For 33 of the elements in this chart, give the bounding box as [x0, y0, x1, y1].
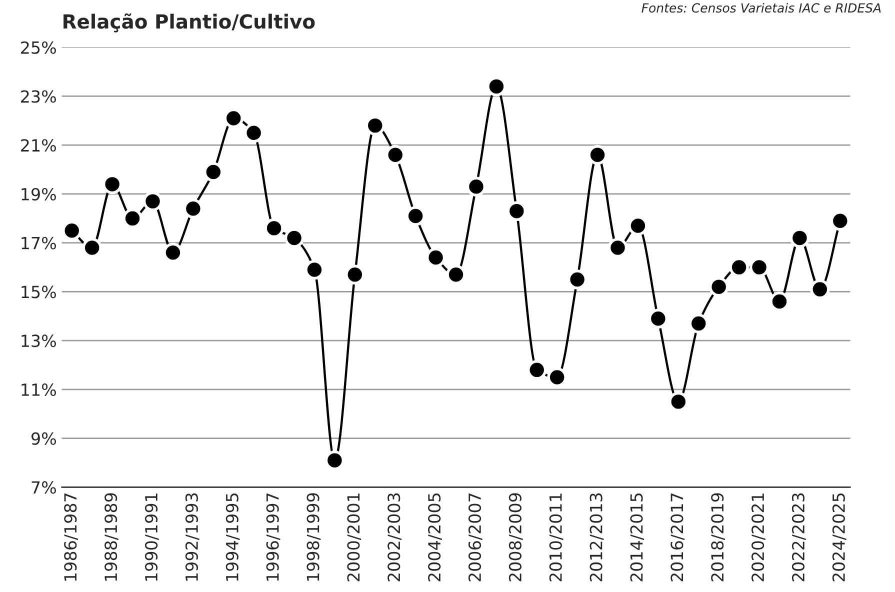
x-tick-label: 2020/2021	[752, 494, 766, 582]
x-tick-label: 2000/2001	[347, 494, 362, 582]
y-tick-label: 25%	[21, 41, 56, 54]
y-tick-label: 17%	[22, 236, 56, 250]
x-tick-label: 1988/1989	[104, 493, 118, 581]
x-tick-label: 1992/1993	[185, 493, 200, 581]
y-tick-label: 13%	[22, 334, 56, 348]
y-tick-label: 9%	[32, 432, 56, 445]
y-tick-label: 15%	[22, 286, 56, 298]
x-tick-label: 2018/2019	[711, 493, 725, 582]
x-tick-label: 2008/2009	[508, 493, 523, 582]
chart-title: Relação Plantio/Cultivo	[64, 13, 315, 32]
y-tick-label: 21%	[21, 139, 56, 152]
x-tick-label: 1990/1991	[144, 494, 159, 581]
y-tick-label: 19%	[22, 188, 56, 201]
y-tick-label: 7%	[32, 481, 56, 494]
x-tick-label: 1986/1987	[64, 494, 78, 581]
x-tick-label: 2002/2003	[388, 493, 402, 582]
x-tick-label: 1998/1999	[306, 493, 321, 581]
x-tick-label: 2014/2015	[630, 494, 644, 582]
x-tick-label: 2012/2013	[590, 493, 604, 582]
x-tick-label: 1996/1997	[266, 494, 280, 581]
x-tick-label: 1994/1995	[226, 494, 240, 581]
x-tick-label: 2024/2025	[832, 494, 846, 582]
text: Fontes: Censos Varietais IAC e RIDESA	[642, 2, 881, 13]
x-tick-label: 2010/2011	[549, 494, 564, 582]
x-tick-label: 2022/2023	[792, 493, 806, 582]
x-tick-label: 2006/2007	[468, 494, 482, 582]
y-tick-label: 23%	[21, 90, 56, 103]
y-tick-label: 11%	[22, 383, 56, 396]
point	[708, 276, 729, 297]
x-tick-label: 2016/2017	[670, 494, 685, 582]
x-tick-label: 2004/2005	[428, 494, 442, 582]
